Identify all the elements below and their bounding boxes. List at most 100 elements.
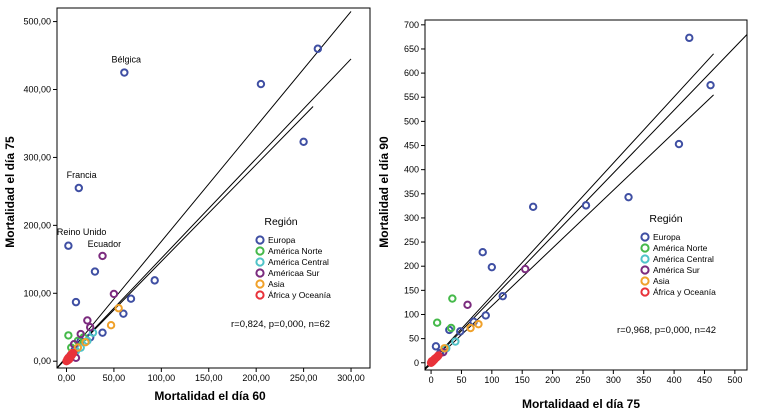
legend-marker bbox=[640, 276, 650, 286]
y-tick-label: 300 bbox=[404, 213, 419, 223]
x-tick-label: 150,00 bbox=[195, 373, 223, 383]
x-tick-label: 50 bbox=[456, 375, 466, 385]
data-point bbox=[498, 291, 507, 301]
data-point bbox=[150, 276, 159, 285]
data-point bbox=[109, 289, 119, 299]
data-point bbox=[487, 262, 497, 272]
x-tick-label: 0 bbox=[429, 375, 434, 385]
y-tick-label: 100 bbox=[404, 309, 419, 319]
data-point bbox=[119, 309, 128, 318]
data-point bbox=[474, 319, 483, 329]
data-point bbox=[85, 323, 95, 332]
legend-marker bbox=[255, 246, 265, 256]
data-point bbox=[313, 44, 323, 53]
data-point bbox=[456, 327, 465, 336]
legend-marker bbox=[640, 287, 650, 297]
data-point bbox=[434, 351, 443, 360]
data-point bbox=[63, 354, 72, 364]
data-point bbox=[71, 297, 81, 307]
y-axis-title: Mortalidad el día 75 bbox=[3, 136, 17, 248]
stat-annotation: r=0,824, p=0,000, n=62 bbox=[231, 319, 330, 330]
x-axis-title: Mortalidaad el día 75 bbox=[522, 397, 640, 411]
legend-marker bbox=[255, 279, 265, 289]
legend-marker bbox=[255, 257, 265, 267]
data-point bbox=[74, 183, 84, 193]
legend-label: Europa bbox=[268, 235, 296, 245]
data-point bbox=[440, 344, 449, 353]
y-tick-label: 500,00 bbox=[23, 17, 51, 27]
data-point bbox=[76, 329, 85, 339]
data-point bbox=[481, 311, 490, 320]
x-tick-label: 500 bbox=[727, 375, 742, 385]
data-point bbox=[451, 337, 460, 346]
y-tick-label: 600 bbox=[404, 68, 419, 78]
fit-line bbox=[57, 11, 352, 368]
data-point bbox=[114, 304, 123, 313]
legend-title: Región bbox=[649, 213, 682, 225]
x-tick-label: 250,00 bbox=[290, 373, 318, 383]
x-tick-label: 200 bbox=[545, 375, 560, 385]
plot-frame bbox=[424, 19, 748, 371]
x-tick-label: 100,00 bbox=[148, 373, 176, 383]
fit-line bbox=[425, 53, 714, 369]
data-point bbox=[106, 321, 116, 330]
legend-label: Europa bbox=[653, 232, 681, 242]
x-tick-label: 0,00 bbox=[58, 373, 76, 383]
data-point bbox=[64, 241, 73, 250]
x-tick-label: 150 bbox=[515, 375, 530, 385]
fit-line bbox=[57, 106, 314, 368]
x-tick-label: 450 bbox=[697, 375, 712, 385]
data-point bbox=[706, 80, 715, 90]
fit-line bbox=[57, 58, 352, 368]
plot-frame bbox=[56, 7, 371, 369]
x-tick-label: 400 bbox=[667, 375, 682, 385]
legend-label: Asia bbox=[268, 279, 285, 289]
data-point bbox=[432, 318, 442, 327]
x-tick-label: 50,00 bbox=[103, 373, 126, 383]
y-tick-label: 0,00 bbox=[33, 356, 51, 366]
data-point bbox=[126, 294, 136, 303]
x-tick-label: 200,00 bbox=[242, 373, 270, 383]
x-tick-label: 350 bbox=[636, 375, 651, 385]
data-point bbox=[83, 316, 92, 325]
legend-label: Asia bbox=[653, 276, 670, 286]
data-point bbox=[528, 202, 538, 212]
y-tick-label: 450 bbox=[404, 141, 419, 151]
point-annotation: Bélgica bbox=[111, 54, 141, 64]
y-tick-label: 400,00 bbox=[23, 85, 51, 95]
data-point bbox=[581, 201, 591, 210]
x-tick-label: 100 bbox=[484, 375, 499, 385]
legend-label: América Central bbox=[653, 254, 714, 264]
y-tick-label: 200,00 bbox=[23, 220, 51, 230]
chart-panel-1: 0,00 50,00 100,00 150,00 200,00 250,00 300,00 0… bbox=[3, 7, 371, 403]
x-tick-label: 250 bbox=[575, 375, 590, 385]
legend-marker bbox=[255, 268, 265, 278]
y-tick-label: 150 bbox=[404, 285, 419, 295]
data-point bbox=[624, 192, 633, 202]
legend-label: África y Oceanía bbox=[268, 290, 331, 300]
point-annotation: Francia bbox=[67, 170, 97, 180]
x-tick-label: 300 bbox=[606, 375, 621, 385]
y-tick-label: 200 bbox=[404, 261, 419, 271]
stat-annotation: r=0,968, p=0,000, n=42 bbox=[617, 325, 716, 336]
y-tick-label: 100,00 bbox=[23, 288, 51, 298]
data-point bbox=[64, 331, 73, 340]
y-tick-label: 400 bbox=[404, 165, 419, 175]
legend-label: América Norte bbox=[653, 243, 708, 253]
legend-title: Región bbox=[264, 216, 297, 228]
y-tick-label: 300,00 bbox=[23, 152, 51, 162]
y-tick-label: 350 bbox=[404, 189, 419, 199]
data-point bbox=[81, 337, 90, 347]
data-point bbox=[98, 328, 107, 337]
y-tick-label: 50 bbox=[409, 334, 419, 344]
legend-marker bbox=[640, 232, 650, 242]
data-point bbox=[299, 137, 308, 147]
data-point bbox=[448, 294, 457, 303]
data-point bbox=[446, 323, 456, 333]
x-tick-label: 300,00 bbox=[337, 373, 365, 383]
chart-panel-2: 0 50 100 150 200 250 300 350 400 450 500 0 50 100 150 2… bbox=[377, 19, 748, 411]
legend-label: Américaa Sur bbox=[268, 268, 320, 278]
data-point bbox=[674, 139, 684, 149]
data-point bbox=[478, 248, 487, 257]
legend-marker bbox=[640, 265, 650, 275]
